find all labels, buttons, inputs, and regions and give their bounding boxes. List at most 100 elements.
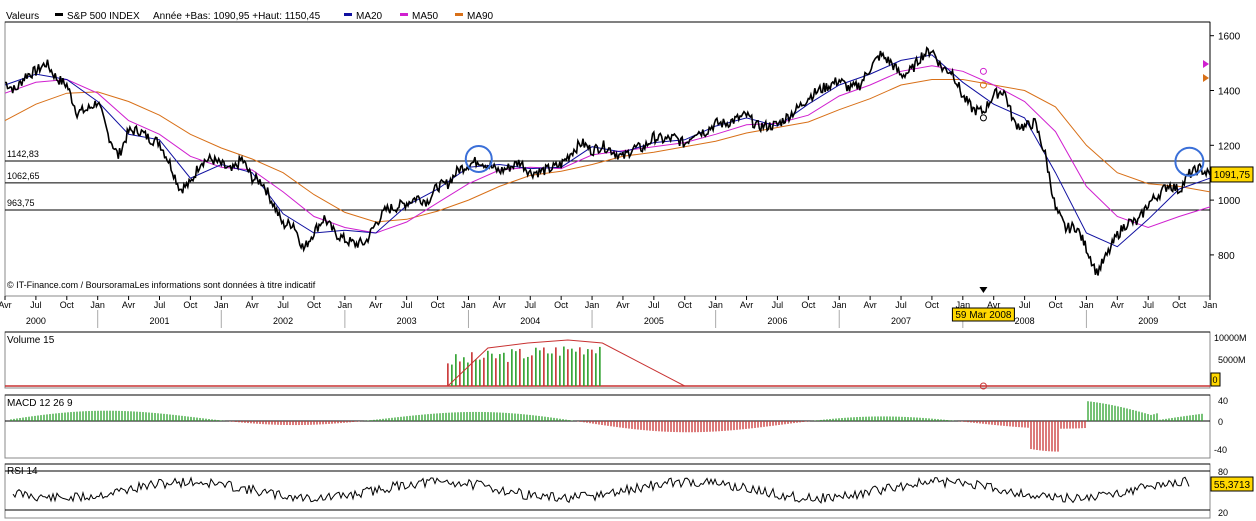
credit-text: © IT-Finance.com / BoursoramaLes informa… <box>7 280 316 290</box>
month-label: Jan <box>1079 300 1094 310</box>
ma90-line <box>4 79 1211 223</box>
rsi-line <box>12 476 1190 504</box>
macd-axis-label: -40 <box>1214 445 1227 455</box>
legend-ma50: MA50 <box>412 11 439 22</box>
month-label: Avr <box>493 300 506 310</box>
month-label: Oct <box>554 300 569 310</box>
month-label: Oct <box>183 300 198 310</box>
volume-current-label: 0 <box>1212 375 1217 385</box>
cursor-point <box>979 81 987 89</box>
rsi-axis-label: 20 <box>1218 508 1228 518</box>
legend-ma90-swatch <box>455 13 463 16</box>
month-label: Avr <box>616 300 629 310</box>
month-label: Oct <box>1049 300 1064 310</box>
year-label: 2000 <box>26 316 46 326</box>
cursor-point <box>979 67 987 75</box>
legend-ma20: MA20 <box>356 11 383 22</box>
highlight-circle <box>464 145 493 173</box>
month-label: Jul <box>30 300 42 310</box>
price-axis-label: 800 <box>1218 251 1235 262</box>
year-label: 2003 <box>397 316 417 326</box>
cursor-marker <box>979 287 988 293</box>
month-label: Avr <box>122 300 135 310</box>
month-label: Oct <box>307 300 322 310</box>
macd-axis-label: 40 <box>1218 396 1228 406</box>
month-label: Jul <box>895 300 907 310</box>
month-label: Jul <box>524 300 536 310</box>
month-label: Oct <box>801 300 816 310</box>
rsi-current-label: 55,3713 <box>1214 480 1251 491</box>
month-label: Jan <box>956 300 971 310</box>
month-label: Oct <box>431 300 446 310</box>
cursor-date-label: 59 Mar 2008 <box>955 310 1012 321</box>
rsi-axis-label: 80 <box>1218 467 1228 477</box>
legend-stats: Année +Bas: 1090,95 +Haut: 1150,45 <box>153 11 321 22</box>
year-label: 2008 <box>1015 316 1035 326</box>
year-label: 2004 <box>520 316 540 326</box>
month-label: Jul <box>648 300 660 310</box>
month-label: Oct <box>1172 300 1187 310</box>
month-label: Avr <box>987 300 1000 310</box>
price-axis-label: 1400 <box>1218 87 1241 98</box>
reference-line-label: 963,75 <box>7 198 35 208</box>
current-value-badge <box>1210 166 1254 183</box>
month-label: Avr <box>246 300 259 310</box>
reference-line-label: 1062,65 <box>7 171 40 181</box>
month-label: Jul <box>154 300 166 310</box>
price-axis-label: 1000 <box>1218 196 1241 207</box>
year-label: 2007 <box>891 316 911 326</box>
month-label: Jul <box>277 300 289 310</box>
month-label: Avr <box>863 300 876 310</box>
legend-values-label: Valeurs <box>6 11 39 22</box>
macd-panel <box>4 394 1211 459</box>
ma50-marker <box>1203 60 1209 68</box>
month-label: Jan <box>338 300 353 310</box>
year-label: 2001 <box>149 316 169 326</box>
legend-price-swatch <box>55 13 63 16</box>
volume-panel <box>4 331 1211 389</box>
month-label: Jan <box>708 300 723 310</box>
reference-line-label: 1142,83 <box>7 149 39 159</box>
month-label: Jan <box>214 300 229 310</box>
month-label: Jul <box>1019 300 1031 310</box>
month-label: Avr <box>0 300 12 310</box>
month-label: Jul <box>401 300 413 310</box>
cursor-point <box>979 114 987 122</box>
year-label: 2005 <box>644 316 664 326</box>
ma90-marker <box>1203 74 1209 82</box>
year-label: 2009 <box>1138 316 1158 326</box>
rsi-current-badge <box>1210 476 1254 492</box>
macd-title: MACD 12 26 9 <box>7 398 73 409</box>
price-panel <box>4 21 1211 297</box>
price-axis-label: 1200 <box>1218 141 1241 152</box>
volume-axis-label: 5000M <box>1218 355 1246 365</box>
price-axis-label: 1600 <box>1218 32 1241 43</box>
month-label: Jul <box>772 300 784 310</box>
price-line <box>4 46 1211 276</box>
volume-title: Volume 15 <box>7 335 55 346</box>
year-label: 2006 <box>767 316 787 326</box>
current-value-label: 1091,75 <box>1214 170 1251 181</box>
legend-ma90: MA90 <box>467 11 494 22</box>
month-label: Jan <box>461 300 476 310</box>
month-label: Jan <box>90 300 105 310</box>
month-label: Oct <box>925 300 940 310</box>
month-label: Avr <box>740 300 753 310</box>
volume-current-badge <box>1210 372 1221 387</box>
month-label: Jan <box>1203 300 1218 310</box>
volume-cursor-point <box>979 382 987 390</box>
macd-axis-label: 0 <box>1218 417 1223 427</box>
month-label: Jan <box>585 300 600 310</box>
volume-axis-label: 10000M <box>1214 333 1247 343</box>
cursor-date-badge <box>951 307 1015 322</box>
month-label: Avr <box>369 300 382 310</box>
month-label: Oct <box>60 300 75 310</box>
month-label: Jul <box>1142 300 1154 310</box>
highlight-circle <box>1174 146 1205 177</box>
month-label: Oct <box>678 300 693 310</box>
month-label: Avr <box>1111 300 1124 310</box>
legend-ma20-swatch <box>344 13 352 16</box>
legend-series-name: S&P 500 INDEX <box>67 11 140 22</box>
